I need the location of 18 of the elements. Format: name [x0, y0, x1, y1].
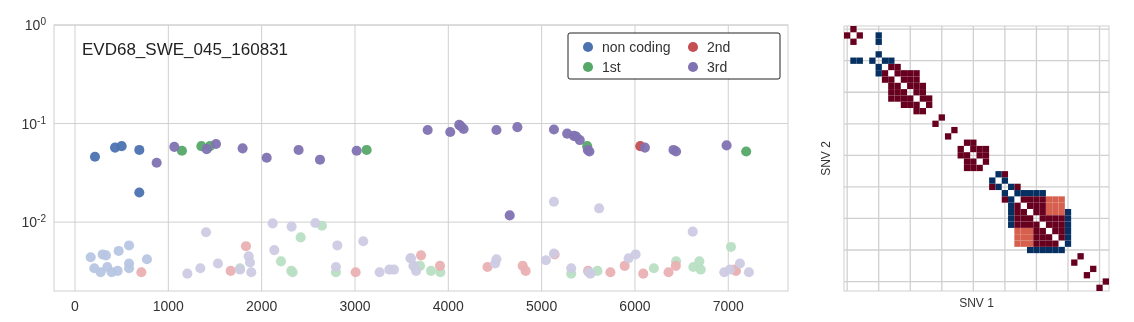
- legend-label: 2nd: [707, 39, 731, 55]
- x-tick-label: 1000: [152, 298, 185, 314]
- x-tick-label: 7000: [712, 298, 745, 314]
- x-tick-label: 3000: [339, 298, 371, 314]
- legend-label: 1st: [602, 59, 621, 75]
- x-tick-label: 4000: [432, 298, 465, 314]
- y-tick-label: 10$^{0}$: [24, 15, 47, 33]
- legend-label: non coding: [602, 39, 671, 55]
- legend-label: 3rd: [707, 59, 728, 75]
- text: EVD68_SWE_045_160831: [82, 40, 289, 59]
- text: SNV 2: [819, 140, 833, 176]
- text: SNV 1: [959, 296, 995, 310]
- x-tick-label: 0: [71, 298, 80, 314]
- y-tick-label: 10$^{-1}$: [21, 114, 47, 132]
- x-tick-label: 6000: [619, 298, 651, 314]
- x-tick-label: 2000: [246, 298, 278, 314]
- x-tick-label: 5000: [526, 298, 558, 314]
- y-tick-label: 10$^{-2}$: [21, 212, 47, 231]
